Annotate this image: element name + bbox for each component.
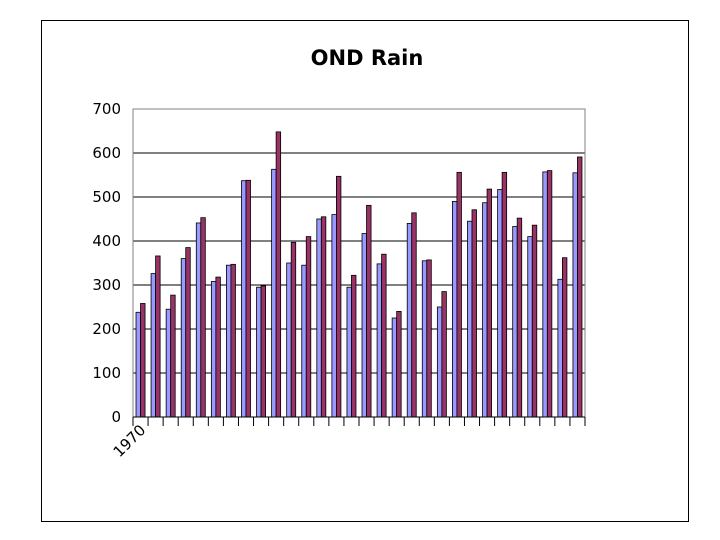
bar-series-2 <box>501 171 508 418</box>
chart-frame: OND Rain 0 100 200 300 400 500 600 700 1970 <box>41 20 689 522</box>
bar-series-1 <box>180 258 187 418</box>
bar-series-2 <box>200 217 206 418</box>
bar-series-2 <box>245 179 251 418</box>
bar-series-2 <box>531 224 538 418</box>
bar-series-1 <box>406 222 413 418</box>
bar-series-1 <box>557 278 563 418</box>
bar-series-2 <box>230 263 236 418</box>
bar-series-1 <box>286 262 292 418</box>
bar-series-1 <box>301 264 307 418</box>
bar-series-1 <box>421 260 428 418</box>
bar-series-2 <box>441 291 447 418</box>
bar-series-1 <box>241 180 247 418</box>
bar-series-2 <box>381 253 387 418</box>
x-tick-label: 1970 <box>110 421 150 461</box>
bar-series-2 <box>516 217 523 418</box>
y-tick-label: 400 <box>92 232 121 250</box>
y-tick-label: 500 <box>92 188 121 206</box>
bar-series-2 <box>366 204 372 418</box>
bar-series-2 <box>577 156 583 418</box>
bar-series-1 <box>165 308 172 418</box>
bar-series-1 <box>467 220 473 418</box>
bar-series-1 <box>482 202 488 418</box>
bar-series-2 <box>320 216 327 418</box>
bar-series-1 <box>527 236 533 418</box>
bar-series-1 <box>150 273 157 418</box>
bar-series-2 <box>335 175 342 418</box>
bar-series-2 <box>396 310 402 418</box>
bar-series-1 <box>452 200 458 418</box>
x-axis: 1970 <box>110 416 586 461</box>
bar-series-2 <box>305 236 312 418</box>
bar-series-1 <box>135 311 141 418</box>
bar-series-2 <box>140 303 146 418</box>
bar-series-2 <box>411 212 417 418</box>
chart-title: OND Rain <box>311 46 424 70</box>
bar-series-1 <box>512 226 518 418</box>
bar-series-1 <box>391 317 398 418</box>
bar-series-2 <box>155 255 161 418</box>
bar-series-1 <box>331 214 337 418</box>
bar-series-2 <box>275 131 282 418</box>
bar-series-1 <box>346 286 352 418</box>
bar-series-2 <box>562 257 568 418</box>
bars <box>135 131 583 418</box>
bar-series-2 <box>351 274 357 418</box>
bar-series-2 <box>426 259 432 418</box>
bar-series-1 <box>497 189 503 418</box>
bar-series-2 <box>170 294 176 418</box>
bar-series-1 <box>210 281 217 418</box>
y-tick-label: 300 <box>92 276 121 294</box>
y-tick-label: 200 <box>92 320 121 338</box>
bar-series-1 <box>436 306 443 418</box>
bar-series-1 <box>361 233 367 418</box>
rain-chart: OND Rain 0 100 200 300 400 500 600 700 1970 <box>92 46 586 461</box>
bar-series-2 <box>456 171 462 418</box>
bar-series-2 <box>546 170 553 418</box>
y-tick-label: 700 <box>92 100 121 118</box>
bar-series-2 <box>215 276 221 418</box>
bar-series-2 <box>290 241 297 418</box>
bar-series-1 <box>226 264 232 418</box>
gridlines <box>133 152 585 374</box>
bar-series-1 <box>572 172 578 418</box>
bar-series-1 <box>256 286 262 418</box>
y-tick-label: 0 <box>111 408 121 426</box>
bar-series-2 <box>471 209 477 418</box>
bar-series-1 <box>376 263 382 418</box>
y-axis: 0 100 200 300 400 500 600 700 <box>92 100 121 426</box>
bar-series-2 <box>260 285 266 418</box>
bar-series-1 <box>542 171 548 418</box>
bar-series-1 <box>271 168 277 418</box>
bar-series-2 <box>185 247 191 418</box>
y-tick-label: 100 <box>92 364 121 382</box>
bar-series-2 <box>486 188 492 418</box>
bar-series-1 <box>316 218 322 418</box>
y-tick-label: 600 <box>92 144 121 162</box>
bar-series-1 <box>195 222 202 418</box>
